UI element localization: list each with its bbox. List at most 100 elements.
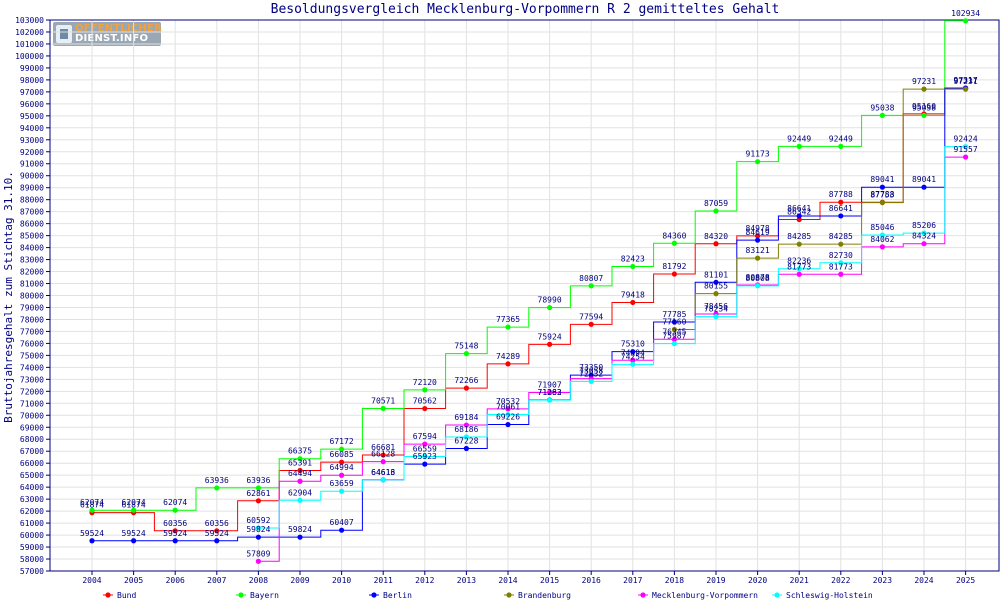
data-label: 70532 [496,397,520,406]
data-label: 61874 [80,501,104,510]
data-label: 59824 [288,525,312,534]
data-label: 60356 [205,519,229,528]
data-label: 70571 [371,396,395,405]
data-point [339,488,345,494]
y-tick-label: 87000 [20,208,44,217]
y-tick-label: 78000 [20,315,44,324]
data-label: 66559 [413,444,437,453]
data-label: 80878 [746,273,770,282]
data-point [671,319,678,325]
y-tick-label: 66000 [20,459,44,468]
grid [50,19,999,572]
legend-entry: Mecklenburg-Vorpommern [652,591,758,600]
y-tick-label: 99000 [20,64,44,73]
data-point [671,336,678,342]
y-tick-label: 68000 [20,435,44,444]
data-label: 75987 [662,332,686,341]
series-line-6 [258,146,966,529]
x-tick-label: 2017 [623,576,642,585]
data-point [755,283,761,289]
data-label: 75148 [454,342,478,351]
y-tick-label: 97000 [20,88,44,97]
data-point [630,357,636,363]
legend-marker [105,592,111,598]
data-point [796,241,802,247]
data-label: 87059 [704,199,728,208]
y-tick-label: 90000 [20,172,44,181]
data-label: 64616 [371,468,395,477]
data-point [755,159,761,165]
data-point [838,260,844,266]
data-label: 97317 [954,76,978,85]
data-point [505,406,511,412]
data-point [255,498,261,504]
data-point [671,271,678,277]
data-point [588,321,594,327]
y-tick-label: 101000 [15,40,44,49]
data-label: 97317 [954,76,978,85]
data-label: 81101 [704,270,728,279]
y-tick-label: 63000 [20,495,44,504]
data-label: 84619 [746,228,770,237]
data-label: 84324 [912,232,936,241]
legend-entry: Bund [117,591,136,600]
data-point [630,349,636,355]
y-tick-label: 85000 [20,232,44,241]
data-point [214,528,220,534]
data-label: 61874 [122,501,146,510]
y-tick-label: 69000 [20,423,44,432]
data-point [214,538,220,544]
data-point [588,378,594,384]
data-label: 77785 [662,310,686,319]
data-point [796,213,802,219]
series-lines [89,18,969,564]
data-point [630,361,636,367]
data-point [630,263,636,270]
data-label: 67172 [330,437,354,446]
y-tick-label: 77000 [20,327,44,336]
data-point [380,405,386,412]
y-tick-label: 89000 [20,184,44,193]
data-label: 81773 [829,262,853,271]
x-tick-label: 2008 [249,576,268,585]
data-label: 76345 [662,327,686,336]
x-tick-label: 2024 [914,576,933,585]
data-label: 84285 [787,232,811,241]
x-tick-label: 2025 [956,576,975,585]
data-label: 82730 [829,251,853,260]
y-tick-label: 57000 [20,567,44,576]
data-point [921,230,927,236]
data-point [255,525,261,531]
data-point [879,232,886,238]
legend-entry: Berlin [383,591,412,600]
data-label: 77365 [496,315,520,324]
data-point [422,461,428,467]
data-point [380,459,386,465]
x-tick-label: 2006 [166,576,185,585]
data-label: 60356 [163,519,187,528]
data-point [547,389,553,396]
chart-title: Besoldungsvergleich Mecklenburg-Vorpomme… [271,2,780,17]
data-point [463,445,469,452]
data-point [963,154,969,160]
data-point [297,534,303,540]
y-tick-label: 88000 [20,196,44,205]
x-tick-label: 2020 [748,576,767,585]
data-label: 78990 [538,296,562,305]
data-label: 66085 [330,450,354,459]
data-label: 97231 [954,77,978,86]
data-point [463,422,469,428]
data-label: 66681 [371,443,395,452]
data-label: 69226 [496,413,520,422]
y-tick-label: 96000 [20,100,44,109]
legend-marker [371,592,377,598]
data-point [505,411,511,418]
data-label: 59524 [163,529,187,538]
data-point [255,534,261,540]
data-label: 74594 [621,348,645,357]
data-label: 72832 [579,369,603,378]
data-point [547,397,553,403]
data-label: 71907 [538,380,562,389]
series-line-2 [92,20,966,511]
x-tick-label: 2010 [332,576,351,585]
